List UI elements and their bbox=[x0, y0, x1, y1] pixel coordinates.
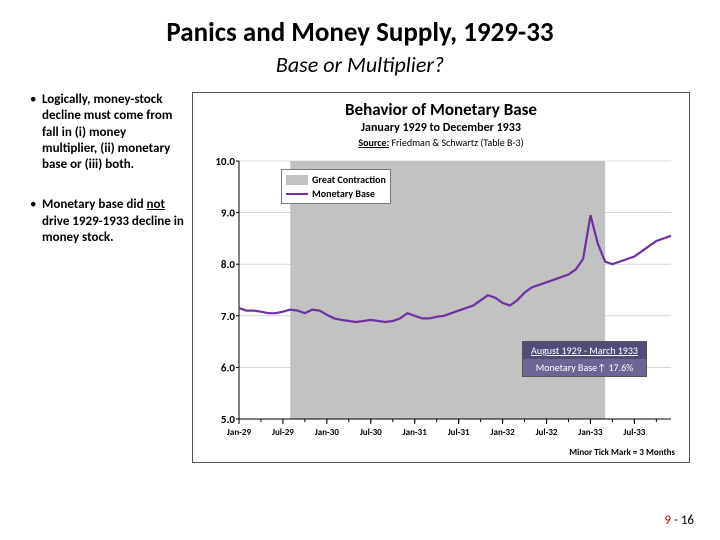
svg-text:Jul-30: Jul-30 bbox=[360, 427, 382, 438]
svg-text:Jan-32: Jan-32 bbox=[491, 427, 516, 438]
callout-line1: August 1929 - March 1933 bbox=[523, 342, 646, 359]
svg-text:6.0: 6.0 bbox=[221, 361, 236, 374]
svg-text:Jan-33: Jan-33 bbox=[578, 427, 603, 438]
chart-svg: 5.0 6.0 7.0 8.0 9.0 10.0 Jan-29 Jul-29 Jan-30 Jul… bbox=[201, 155, 681, 445]
source-label: Source: bbox=[358, 136, 389, 149]
legend-swatch-line bbox=[286, 193, 308, 195]
svg-text:Jan-29: Jan-29 bbox=[227, 427, 252, 438]
bullet-list: Logically, money-stock decline must come… bbox=[30, 92, 192, 463]
bullet-emph: not bbox=[147, 197, 165, 212]
legend-swatch-shade bbox=[286, 175, 308, 185]
source-text: Friedman & Schwartz (Table B-3) bbox=[389, 136, 523, 149]
chapter-num: 9 bbox=[664, 513, 671, 528]
callout-line2: Monetary Base↑ 17.6% bbox=[523, 359, 646, 376]
bullet-item: Monetary base did not drive 1929-1933 de… bbox=[30, 197, 184, 246]
chart-title: Behavior of Monetary Base bbox=[201, 99, 681, 120]
chart-subtitle: January 1929 to December 1933 bbox=[201, 121, 681, 135]
svg-text:10.0: 10.0 bbox=[215, 155, 235, 168]
bullet-text: Logically, money-stock decline must come… bbox=[42, 92, 172, 172]
svg-text:9.0: 9.0 bbox=[221, 207, 236, 220]
svg-text:Jul-29: Jul-29 bbox=[272, 427, 294, 438]
svg-text:7.0: 7.0 bbox=[221, 310, 236, 323]
svg-text:Jan-30: Jan-30 bbox=[315, 427, 340, 438]
svg-text:Jan-31: Jan-31 bbox=[403, 427, 428, 438]
svg-text:Jul-31: Jul-31 bbox=[448, 427, 470, 438]
bullet-text: drive 1929-1933 decline in money stock. bbox=[42, 214, 184, 245]
minor-tick-note: Minor Tick Mark = 3 Months bbox=[201, 447, 681, 458]
svg-text:Jul-32: Jul-32 bbox=[536, 427, 558, 438]
chart-plot: 5.0 6.0 7.0 8.0 9.0 10.0 Jan-29 Jul-29 Jan-30 Jul… bbox=[201, 155, 681, 445]
bullet-text: Monetary base did bbox=[42, 197, 147, 212]
page-num: 16 bbox=[681, 513, 694, 528]
legend-label: Monetary Base bbox=[312, 187, 375, 200]
chart-callout: August 1929 - March 1933 Monetary Base↑ … bbox=[522, 341, 647, 377]
main-row: Logically, money-stock decline must come… bbox=[30, 92, 690, 463]
bullet-item: Logically, money-stock decline must come… bbox=[30, 92, 184, 173]
svg-text:Jul-33: Jul-33 bbox=[623, 427, 645, 438]
chart-source: Source: Friedman & Schwartz (Table B-3) bbox=[201, 136, 681, 149]
page-title: Panics and Money Supply, 1929-33 bbox=[30, 16, 690, 49]
chart-legend: Great Contraction Monetary Base bbox=[281, 169, 391, 204]
legend-item: Monetary Base bbox=[286, 187, 386, 200]
svg-text:8.0: 8.0 bbox=[221, 258, 236, 271]
legend-label: Great Contraction bbox=[312, 173, 386, 186]
svg-text:5.0: 5.0 bbox=[221, 413, 236, 426]
chart-container: Behavior of Monetary Base January 1929 t… bbox=[192, 92, 690, 463]
legend-item: Great Contraction bbox=[286, 173, 386, 186]
page-number: 9 - 16 bbox=[664, 513, 694, 528]
page-sep: - bbox=[671, 513, 681, 528]
page-subtitle: Base or Multiplier? bbox=[30, 51, 690, 78]
